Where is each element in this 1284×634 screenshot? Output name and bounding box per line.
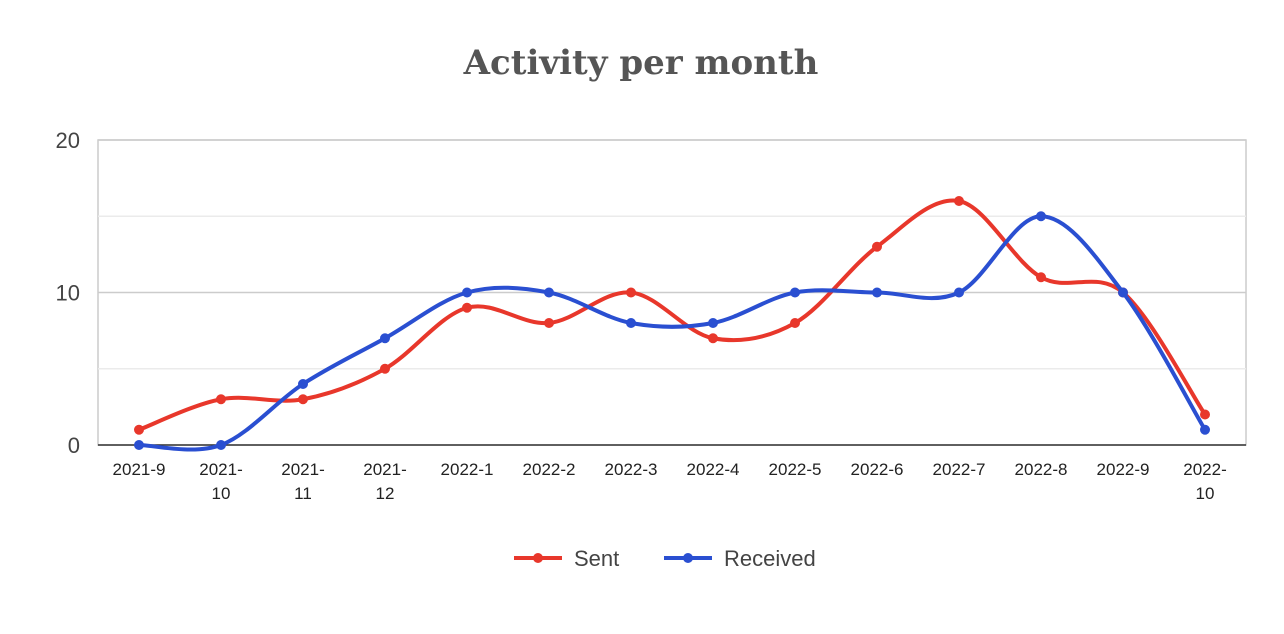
data-point-sent[interactable] [626, 287, 636, 298]
series-line-sent [137, 198, 1207, 432]
data-point-received[interactable] [790, 287, 800, 298]
legend-label: Sent [574, 546, 619, 571]
data-point-sent[interactable] [790, 318, 800, 328]
x-tick-label: 2022-8 [1015, 460, 1068, 479]
x-tick-label: 2022-4 [687, 460, 740, 479]
data-point-received[interactable] [1036, 211, 1046, 222]
x-tick-label: 2022-1 [441, 460, 494, 479]
data-point-sent[interactable] [954, 196, 964, 206]
data-point-received[interactable] [1118, 287, 1128, 298]
data-point-received[interactable] [380, 333, 390, 344]
data-point-sent[interactable] [1200, 409, 1210, 420]
legend-swatch-dot [533, 553, 543, 563]
data-point-received[interactable] [544, 287, 554, 298]
data-point-received[interactable] [1200, 424, 1210, 435]
data-point-sent[interactable] [216, 394, 226, 405]
x-tick-label: 2021-12 [363, 460, 406, 503]
data-point-received[interactable] [462, 287, 472, 298]
x-tick-label: 2021-9 [113, 460, 166, 479]
data-point-received[interactable] [954, 287, 964, 298]
data-point-sent[interactable] [380, 363, 390, 374]
x-tick-label: 2021-11 [281, 460, 324, 503]
legend: Sent Received [514, 546, 816, 571]
x-tick-label: 2022-2 [523, 460, 576, 479]
y-tick-label: 20 [56, 128, 80, 153]
chart-title: Activity per month [463, 43, 819, 83]
x-tick-label: 2022-6 [851, 460, 904, 479]
series-sent [134, 196, 1210, 435]
series-received [134, 211, 1210, 452]
x-tick-label: 2022-7 [933, 460, 986, 479]
legend-item-sent[interactable]: Sent [514, 546, 619, 571]
data-point-sent[interactable] [708, 333, 718, 344]
legend-swatch-dot [683, 553, 693, 563]
data-point-sent[interactable] [462, 302, 472, 313]
data-point-sent[interactable] [1036, 272, 1046, 283]
data-point-sent[interactable] [298, 394, 308, 405]
data-point-sent[interactable] [134, 424, 144, 435]
data-point-received[interactable] [216, 440, 226, 450]
x-tick-label: 2022-10 [1183, 460, 1226, 503]
y-tick-label: 10 [56, 281, 80, 306]
legend-label: Received [724, 546, 816, 571]
x-tick-label: 2022-9 [1097, 460, 1150, 479]
x-tick-label: 2021-10 [199, 460, 242, 503]
axis-layer: 0 10 20 2021-9 2021-10 2021-11 2021-12 2022-1 20… [56, 128, 1246, 503]
data-point-received[interactable] [298, 379, 308, 389]
y-tick-label: 0 [68, 433, 80, 458]
x-tick-label: 2022-3 [605, 460, 658, 479]
data-point-sent[interactable] [544, 318, 554, 328]
x-tick-label: 2022-5 [769, 460, 822, 479]
data-point-sent[interactable] [872, 241, 882, 252]
data-point-received[interactable] [626, 318, 636, 328]
legend-item-received[interactable]: Received [664, 546, 816, 571]
data-point-received[interactable] [134, 440, 144, 450]
data-point-received[interactable] [872, 287, 882, 298]
series-line-received [137, 214, 1207, 452]
series-layer [134, 196, 1210, 452]
data-point-received[interactable] [708, 318, 718, 328]
